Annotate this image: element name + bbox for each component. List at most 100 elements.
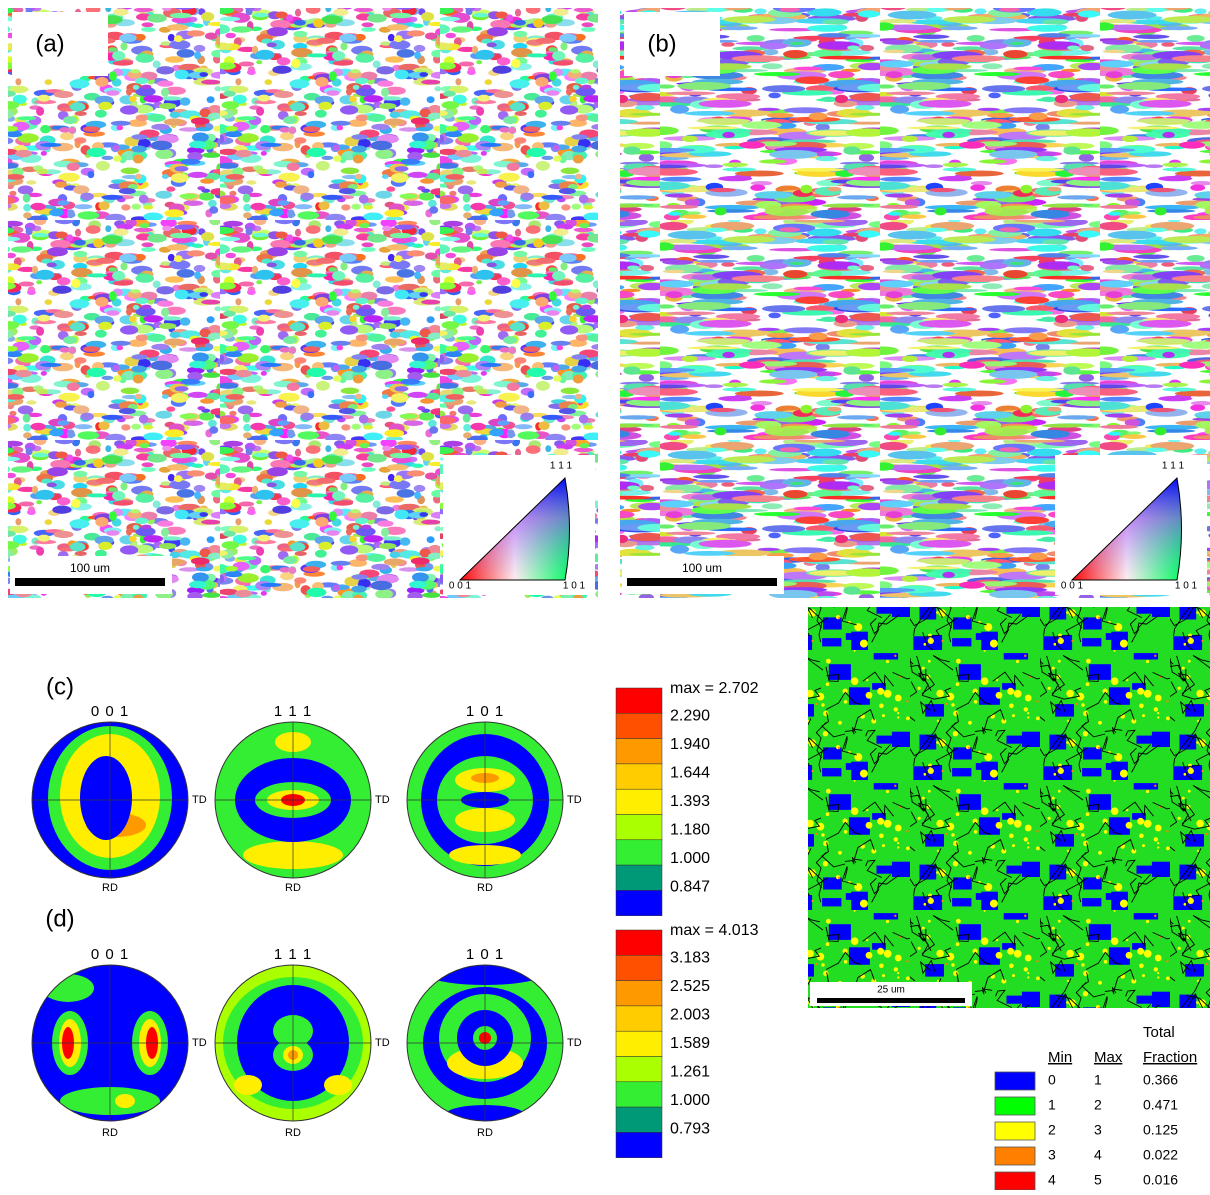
colorbar-level: 1.589 (670, 1035, 710, 1052)
colorbar-segment (615, 1132, 663, 1158)
pf-outline (406, 964, 564, 1122)
legend-cell: 3 (1048, 1147, 1056, 1163)
pf-td: TD (567, 794, 582, 806)
panel-label: (b) (647, 30, 676, 57)
legend-cell: 4 (1094, 1147, 1102, 1163)
legend-cell: 5 (1094, 1172, 1102, 1188)
colorbar-level: 2.290 (670, 708, 710, 725)
pf-rd: RD (477, 1127, 493, 1139)
legend-cell: 4 (1048, 1172, 1056, 1188)
pf-outline (406, 721, 564, 879)
scale-bar (15, 578, 165, 586)
colorbar-segment (615, 1005, 663, 1032)
legend-cell: 0.366 (1143, 1072, 1178, 1088)
colorbar-segment (615, 839, 663, 866)
colorbar-level: 0.793 (670, 1121, 710, 1138)
colorbar-level: 2.525 (670, 978, 710, 995)
panel-label: (a) (35, 30, 64, 57)
pf-td: TD (375, 1037, 390, 1049)
colorbar-segment (615, 763, 663, 790)
kam-map (808, 607, 1210, 1008)
scale-box (10, 556, 172, 594)
legend-cell: 0.016 (1143, 1172, 1178, 1188)
colorbar-level: 1.000 (670, 850, 710, 867)
ipf-label: 1 1 1 (1162, 461, 1185, 472)
pf-title: 1 1 1 (274, 946, 312, 963)
legend-swatch (994, 1171, 1036, 1191)
legend-cell: 1 (1094, 1072, 1102, 1088)
colorbar-level: 1.644 (670, 765, 710, 782)
legend-swatch (994, 1146, 1036, 1166)
pf-outline (31, 964, 189, 1122)
colorbar-segment (615, 814, 663, 841)
pf-outline (214, 721, 372, 879)
scale-label: 25 um (877, 985, 905, 996)
pf-title: 0 0 1 (91, 703, 129, 720)
colorbar-level: 0.847 (670, 879, 710, 896)
pf-contour (80, 756, 132, 840)
colorbar-max: max = 4.013 (670, 922, 759, 939)
ipf-label: 1 1 1 (550, 461, 573, 472)
colorbar-level: 1.261 (670, 1064, 710, 1081)
legend-cell: 2 (1094, 1097, 1102, 1113)
pf-td: TD (375, 794, 390, 806)
pf-outline (31, 721, 189, 879)
pf-rd: RD (477, 882, 493, 894)
legend-swatch (994, 1096, 1036, 1116)
pf-td: TD (192, 1037, 207, 1049)
scale-bar (817, 998, 965, 1003)
ipf-triangle (458, 476, 570, 581)
colorbar-segment (615, 980, 663, 1007)
colorbar-segment (615, 890, 663, 916)
legend-header: Total (1143, 1024, 1175, 1041)
colorbar-level: 1.180 (670, 822, 710, 839)
legend-cell: 3 (1094, 1122, 1102, 1138)
ipf-label: 0 0 1 (449, 581, 472, 592)
colorbar-segment (615, 929, 663, 956)
pf-contour (324, 1075, 352, 1095)
legend-header: Min (1048, 1049, 1072, 1066)
panel-label: (c) (46, 673, 74, 700)
scale-label: 100 um (682, 561, 722, 575)
pf-rd: RD (102, 1127, 118, 1139)
scale-box (622, 556, 784, 594)
pf-rd: RD (285, 1127, 301, 1139)
colorbar-segment (615, 1030, 663, 1057)
legend-cell: 0.471 (1143, 1097, 1178, 1113)
colorbar-level: 1.393 (670, 793, 710, 810)
colorbar-segment (615, 738, 663, 765)
ipf-label: 1 0 1 (563, 581, 586, 592)
colorbar-segment (615, 955, 663, 981)
colorbar-level: 3.183 (670, 950, 710, 967)
label-box (624, 12, 720, 76)
colorbar-segment (615, 713, 663, 739)
colorbar-segment (615, 1106, 663, 1133)
pf-outline (214, 964, 372, 1122)
legend-header: Fraction (1143, 1049, 1197, 1066)
ipf-label: 0 0 1 (1061, 581, 1084, 592)
pf-rd: RD (102, 882, 118, 894)
pf-td: TD (192, 794, 207, 806)
colorbar-segment (615, 788, 663, 815)
legend-cell: 2 (1048, 1122, 1056, 1138)
pf-rd: RD (285, 882, 301, 894)
colorbar-level: 1.940 (670, 736, 710, 753)
pf-contour (115, 1094, 135, 1108)
colorbar-max: max = 2.702 (670, 680, 759, 697)
pf-title: 1 0 1 (466, 946, 504, 963)
colorbar-segment (615, 1056, 663, 1083)
legend-cell: 1 (1048, 1097, 1056, 1113)
legend-cell: 0.022 (1143, 1147, 1178, 1163)
pf-title: 0 0 1 (91, 946, 129, 963)
colorbar-segment (615, 864, 663, 891)
pf-contour (234, 1075, 262, 1095)
colorbar-level: 2.003 (670, 1007, 710, 1024)
colorbar-segment (615, 1081, 663, 1108)
scale-bar (627, 578, 777, 586)
pf-contour (42, 974, 94, 1002)
legend-swatch (994, 1121, 1036, 1141)
pf-td: TD (567, 1037, 582, 1049)
